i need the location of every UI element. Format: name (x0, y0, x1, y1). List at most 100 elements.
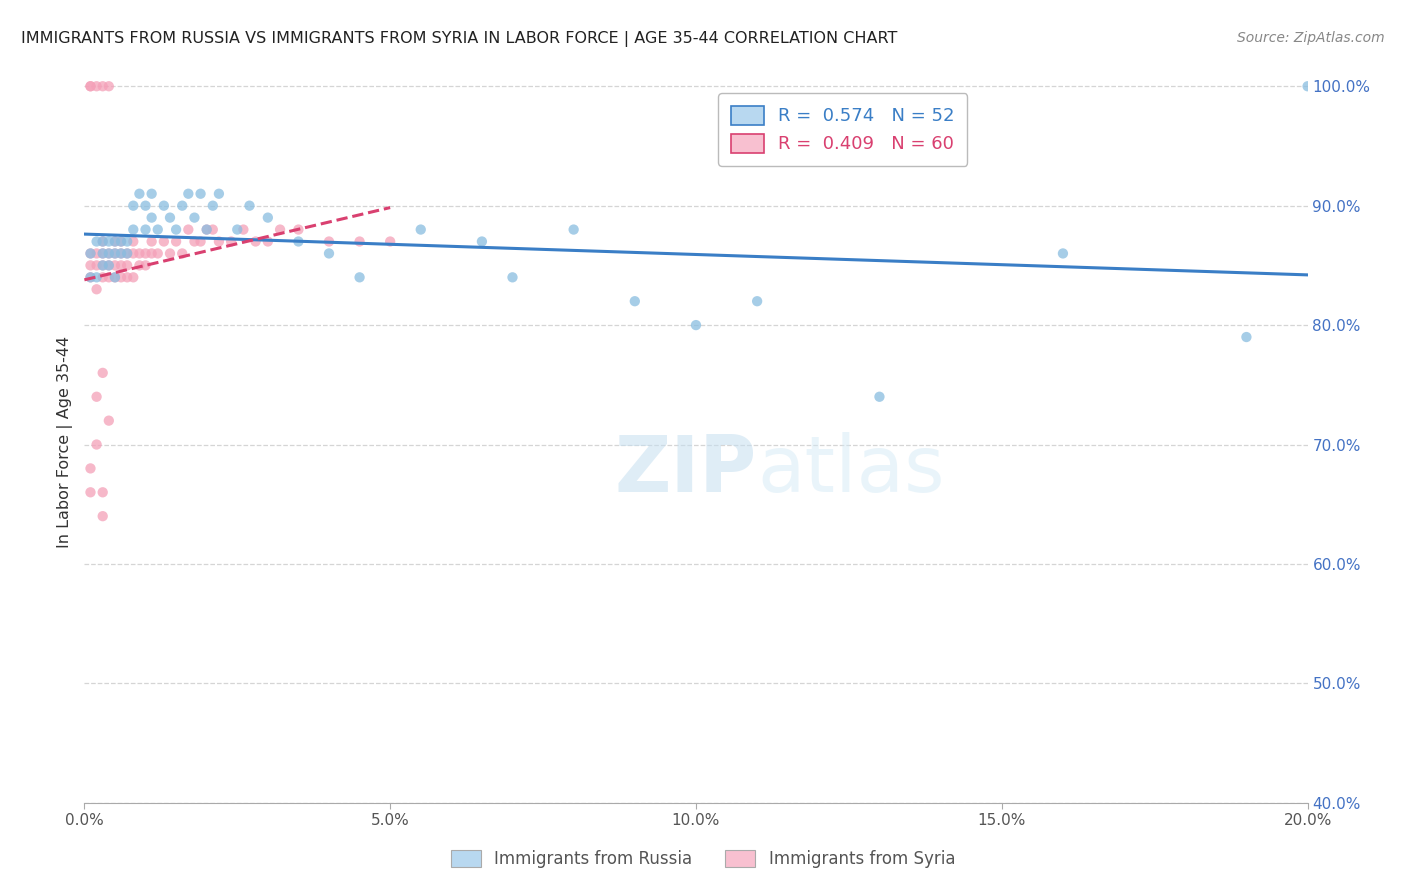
Point (159, 211, 181, 225)
Legend: Immigrants from Russia, Immigrants from Syria: Immigrants from Russia, Immigrants from … (444, 843, 962, 875)
Point (91, 259, 114, 273)
Point (110, 246, 132, 260)
Point (1236, 330, 1258, 344)
Point (104, 235, 127, 249)
Point (183, 235, 205, 249)
Point (226, 222, 249, 236)
Point (97, 246, 120, 260)
Point (869, 390, 891, 404)
Point (257, 235, 280, 249)
Point (79, 485, 101, 500)
Point (86, 79, 108, 94)
Point (287, 235, 309, 249)
Point (409, 222, 432, 236)
Point (502, 270, 524, 285)
Point (135, 222, 157, 236)
Point (208, 235, 231, 249)
Point (104, 246, 127, 260)
Text: Source: ZipAtlas.com: Source: ZipAtlas.com (1237, 31, 1385, 45)
Point (257, 211, 280, 225)
Point (685, 318, 707, 332)
Point (91, 270, 114, 285)
Point (190, 186, 212, 201)
Point (195, 222, 218, 236)
Point (91, 246, 114, 260)
Point (97, 235, 120, 249)
Point (201, 199, 224, 213)
Point (115, 270, 138, 285)
Point (141, 235, 163, 249)
Point (380, 235, 402, 249)
Point (91, 509, 114, 524)
Text: ZIP: ZIP (614, 433, 758, 508)
Point (91, 366, 114, 380)
Point (115, 235, 138, 249)
Point (349, 270, 371, 285)
Point (172, 199, 194, 213)
Point (86, 235, 108, 249)
Point (97, 246, 120, 260)
Point (201, 222, 224, 236)
Point (141, 211, 163, 225)
Point (172, 246, 194, 260)
Point (122, 199, 145, 213)
Point (146, 222, 169, 236)
Point (122, 222, 145, 236)
Point (245, 235, 267, 249)
Point (79, 461, 101, 475)
Point (1052, 246, 1074, 260)
Point (128, 259, 150, 273)
Point (287, 222, 309, 236)
Point (1296, 79, 1319, 94)
Point (135, 246, 157, 260)
Point (153, 199, 176, 213)
Point (110, 246, 132, 260)
Point (86, 437, 108, 451)
Point (624, 294, 647, 309)
Point (86, 282, 108, 296)
Point (318, 235, 340, 249)
Point (110, 259, 132, 273)
Point (110, 235, 132, 249)
Point (110, 235, 132, 249)
Legend: R =  0.574   N = 52, R =  0.409   N = 60: R = 0.574 N = 52, R = 0.409 N = 60 (718, 93, 967, 166)
Point (146, 246, 169, 260)
Point (115, 246, 138, 260)
Point (104, 270, 127, 285)
Point (128, 186, 150, 201)
Point (195, 222, 218, 236)
Point (91, 79, 114, 94)
Text: atlas: atlas (758, 433, 945, 508)
Point (165, 235, 187, 249)
Point (110, 270, 132, 285)
Point (104, 235, 127, 249)
Point (91, 235, 114, 249)
Point (122, 235, 145, 249)
Point (562, 222, 585, 236)
Point (232, 222, 254, 236)
Point (91, 235, 114, 249)
Point (122, 270, 145, 285)
Point (79, 270, 101, 285)
Point (238, 199, 260, 213)
Text: IMMIGRANTS FROM RUSSIA VS IMMIGRANTS FROM SYRIA IN LABOR FORCE | AGE 35-44 CORRE: IMMIGRANTS FROM RUSSIA VS IMMIGRANTS FRO… (21, 31, 897, 47)
Point (86, 259, 108, 273)
Point (97, 414, 120, 428)
Point (79, 270, 101, 285)
Point (91, 485, 114, 500)
Point (97, 259, 120, 273)
Point (79, 259, 101, 273)
Point (104, 246, 127, 260)
Point (91, 259, 114, 273)
Point (79, 246, 101, 260)
Point (269, 222, 291, 236)
Point (349, 235, 371, 249)
Point (135, 259, 157, 273)
Point (104, 270, 127, 285)
Point (86, 246, 108, 260)
Point (86, 270, 108, 285)
Point (219, 235, 242, 249)
Point (91, 246, 114, 260)
Point (104, 259, 127, 273)
Point (177, 222, 200, 236)
